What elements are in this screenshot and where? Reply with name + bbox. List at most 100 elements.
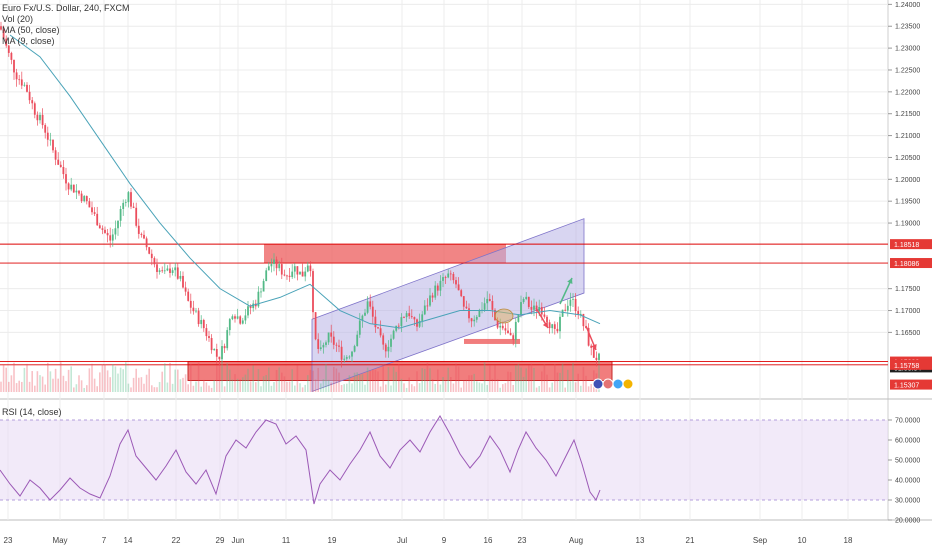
candle-body (457, 284, 460, 291)
candle-body (75, 190, 78, 193)
candle-body (429, 295, 431, 306)
candle-body (96, 213, 99, 226)
volume-bar (483, 362, 486, 392)
volume-bar (416, 371, 418, 392)
volume-bar (327, 379, 330, 392)
volume-bar (447, 367, 449, 392)
candle-body (358, 320, 361, 335)
volume-bar (132, 377, 135, 392)
candle-body (270, 263, 273, 267)
overlays-layer (9, 34, 634, 390)
candle-body (179, 275, 182, 279)
volume-bar (361, 374, 364, 392)
candle-body (117, 220, 119, 229)
price-tick-label: 1.20500 (895, 155, 920, 162)
volume-bar (93, 378, 96, 392)
volume-bar (127, 383, 130, 392)
candle-body (218, 356, 221, 360)
volume-bar (512, 384, 514, 392)
price-tick-label: 1.19500 (895, 199, 920, 206)
candle-body (595, 357, 598, 360)
volume-bar (564, 387, 566, 392)
volume-bar (99, 372, 101, 392)
volume-bar (52, 378, 54, 392)
volume-bar (67, 369, 70, 392)
date-tick-label: 9 (442, 536, 447, 545)
candle-body (72, 184, 75, 193)
volume-bar (457, 366, 460, 392)
volume-bar (413, 386, 416, 392)
volume-bar (145, 374, 148, 392)
volume-bar (47, 362, 49, 392)
highlight-ellipse (494, 308, 514, 324)
volume-bar (444, 380, 447, 392)
candle-body (26, 84, 28, 92)
volume-bar (234, 374, 236, 392)
candle-body (405, 313, 408, 318)
candle-body (184, 287, 187, 292)
candle-body (223, 346, 226, 349)
indicator-ma50[interactable]: MA (50, close) (2, 25, 60, 35)
candle-body (267, 266, 270, 271)
volume-bar (226, 363, 228, 392)
candle-body (18, 79, 21, 81)
candle-body (234, 316, 236, 319)
candle-body (244, 315, 247, 321)
candle-body (351, 351, 353, 357)
indicator-ma9[interactable]: MA (9, close) (2, 36, 55, 46)
indicator-vol[interactable]: Vol (20) (2, 14, 34, 24)
volume-bar (260, 386, 262, 392)
price-axis[interactable]: 1.24000 1.23500 1.23000 1.22500 1.22000 1.215… (888, 2, 932, 390)
volume-bar (429, 368, 431, 392)
candle-body (33, 103, 36, 115)
candle-body (460, 290, 463, 297)
symbol-title[interactable]: Euro Fx/U.S. Dollar, 240, FXCM (2, 3, 130, 13)
candle-body (592, 347, 595, 358)
price-tick-label: 1.24000 (895, 2, 920, 9)
volume-bar (408, 377, 410, 392)
date-tick-label: Jun (232, 536, 245, 545)
candle-body (348, 356, 351, 358)
candle-body (569, 299, 572, 306)
date-tick-label: 10 (798, 536, 807, 545)
candle-body (582, 313, 585, 327)
volume-bar (179, 379, 182, 392)
volume-bar (278, 367, 280, 392)
volume-bar (138, 377, 140, 392)
volume-bar (23, 367, 26, 392)
volume-bar (101, 364, 104, 392)
volume-bar (421, 368, 423, 392)
indicator-rsi[interactable]: RSI (14, close) (2, 407, 62, 417)
candle-body (52, 139, 54, 151)
date-tick-label: 21 (686, 536, 695, 545)
price-label-box (890, 379, 932, 390)
candle-body (410, 316, 413, 318)
candle-body (278, 264, 281, 269)
candle-body (322, 344, 325, 348)
candle-body (70, 184, 73, 190)
volume-bar (148, 368, 150, 392)
volume-bar (161, 371, 163, 392)
volume-bar (403, 383, 405, 392)
volume-bar (231, 379, 234, 392)
volume-bar (275, 370, 278, 392)
volume-bar (377, 371, 379, 392)
candle-body (533, 305, 535, 310)
volume-bar (184, 374, 187, 392)
volume-bar (291, 369, 293, 392)
volume-bar (83, 387, 85, 392)
volume-bar (221, 364, 223, 392)
candle-body (106, 232, 109, 236)
volume-bar (546, 374, 548, 392)
volume-bar (28, 381, 31, 392)
volume-bar (216, 365, 218, 392)
candle-body (574, 298, 577, 312)
candle-body (182, 275, 184, 288)
candle-body (499, 325, 502, 328)
time-axis[interactable]: 23 May 7 14 22 29 Jun 11 19 Jul 9 16 23 Aug 13 21 Sep 10 1… (4, 536, 853, 545)
candle-body (20, 79, 23, 86)
volume-bar (10, 375, 13, 392)
volume-bar (515, 365, 517, 392)
candle-body (486, 298, 489, 304)
